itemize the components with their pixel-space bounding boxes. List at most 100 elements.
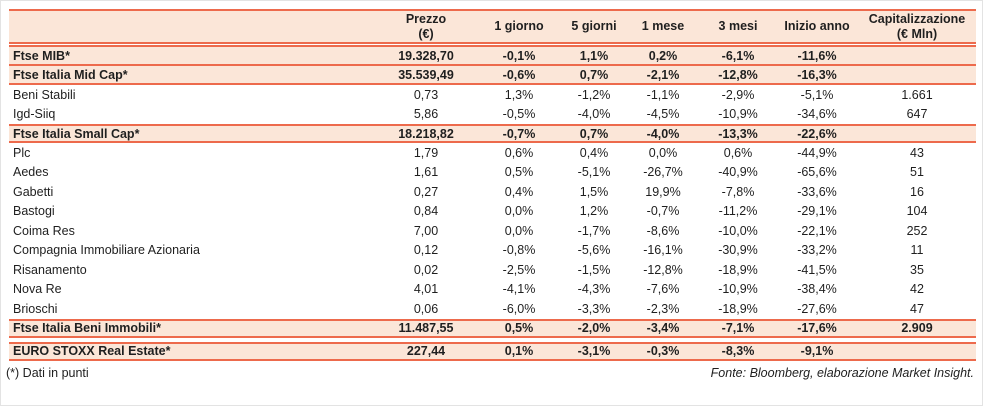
row-value: 7,00 [413,223,439,238]
row-value: -11,6% [797,48,837,63]
row-name: Brioschi [13,301,58,316]
row-value: -7,6% [646,282,680,297]
row-value: 18.218,82 [398,126,454,141]
row-value: 4,01 [413,282,439,297]
row-value: 0,2% [648,48,678,63]
row-value: -4,0% [646,126,680,141]
table-body: Ftse MIB* 19.328,70 -0,1% 1,1% 0,2% -6,1% -11,… [9,47,976,361]
row-value: -2,0% [577,321,611,335]
header-divider [9,44,976,47]
row-value: -34,6% [797,107,837,122]
row-value: -4,1% [502,282,536,297]
row-value: 0,6% [504,145,534,160]
row-name: EURO STOXX Real Estate* [13,344,171,358]
row-value: 0,7% [579,67,609,82]
footnote: (*) Dati in punti [6,365,89,380]
row-value: 16 [910,184,924,199]
header-row: Prezzo (€) 1 giorno 5 giorni 1 mese 3 mesi Ini… [9,9,976,44]
row-name: Ftse Italia Small Cap* [13,126,140,141]
header-cell: 1 giorno [494,19,544,34]
row-value: 19,9% [645,184,681,199]
row-value: -22,6% [797,126,837,141]
row-value: 1,5% [579,184,609,199]
header-cell: Prezzo (€) [405,12,447,41]
row-value: -26,7% [643,165,683,180]
row-value: 0,0% [504,223,534,238]
row-value: 51 [910,165,924,180]
row-value: -1,2% [577,87,611,102]
header-cell: 5 giorni [571,19,617,34]
row-value: 0,0% [648,145,678,160]
row-value: 0,1% [504,344,534,358]
row-value: -0,6% [502,67,536,82]
row-value: -16,3% [797,67,837,82]
table-row: Nova Re 4,01 -4,1% -4,3% -7,6% -10,9% -38,4% 42 [9,279,976,299]
row-value: -11,2% [718,204,758,219]
row-value: -22,1% [797,223,837,238]
header-cell: Capitalizzazione (€ Mln) [868,12,966,41]
table-row: Brioschi 0,06 -6,0% -3,3% -2,3% -18,9% -27,6% 4… [9,299,976,319]
table-row: Aedes 1,61 0,5% -5,1% -26,7% -40,9% -65,6% 51 [9,162,976,182]
row-value: -2,3% [646,301,680,316]
row-spacer [9,337,976,342]
row-value: -29,1% [797,204,837,219]
header-cell: 3 mesi [718,19,758,34]
row-name: Beni Stabili [13,87,76,102]
row-value: 252 [906,223,928,238]
row-value: -5,1% [577,165,611,180]
row-value: -3,4% [646,321,680,335]
row-value: 227,44 [406,344,446,358]
row-name: Gabetti [13,184,54,199]
row-value: -41,5% [797,262,837,277]
row-value: 11 [910,243,924,258]
row-value: -10,9% [718,282,758,297]
row-value: 0,0% [504,204,534,219]
row-value: 0,4% [579,145,609,160]
row-value: -12,8% [718,67,758,82]
row-name: Bastogi [13,204,55,219]
row-value: -1,7% [577,223,611,238]
row-value: 1,79 [413,145,439,160]
row-value: -9,1% [800,344,834,358]
row-value: 1,2% [579,204,609,219]
row-value: -8,6% [646,223,680,238]
source-note: Fonte: Bloomberg, elaborazione Market In… [710,365,974,380]
table-row: Gabetti 0,27 0,4% 1,5% 19,9% -7,8% -33,6% 16 [9,182,976,202]
row-value: -0,1% [502,48,536,63]
row-value: 1,3% [504,87,534,102]
table-row: EURO STOXX Real Estate* 227,44 0,1% -3,1% -0… [9,341,976,361]
table-row: Risanamento 0,02 -2,5% -1,5% -12,8% -18,9% -41… [9,260,976,280]
row-value: 47 [910,301,924,316]
row-value: -0,5% [502,107,536,122]
row-value: -0,7% [502,126,536,141]
header-cell: Inizio anno [784,19,850,34]
row-value: 11.487,55 [398,321,454,335]
row-value: -13,3% [718,126,758,141]
row-value: 0,27 [413,184,439,199]
row-value: 0,02 [413,262,439,277]
row-value: -0,7% [646,204,680,219]
row-name: Igd-Siiq [13,107,56,122]
row-value: 0,73 [413,87,439,102]
row-value: -3,1% [577,344,611,358]
row-value: 1,1% [579,48,609,63]
row-value: -12,8% [643,262,683,277]
row-value: 0,06 [413,301,439,316]
row-value: 0,4% [504,184,534,199]
row-value: -65,6% [797,165,837,180]
row-value: 0,7% [579,126,609,141]
row-value: -33,2% [797,243,837,258]
row-value: -10,0% [718,223,758,238]
header-cell-name [9,11,376,42]
row-value: -44,9% [797,145,837,160]
table-row: Igd-Siiq 5,86 -0,5% -4,0% -4,5% -10,9% -34,6% 6… [9,104,976,124]
row-name: Compagnia Immobiliare Azionaria [13,243,200,258]
row-value: 35 [910,262,924,277]
price-performance-table: Prezzo (€) 1 giorno 5 giorni 1 mese 3 mesi Ini… [9,9,976,361]
row-name: Nova Re [13,282,62,297]
table-row: Plc 1,79 0,6% 0,4% 0,0% 0,6% -44,9% 43 [9,143,976,163]
row-value: -40,9% [718,165,758,180]
row-value: -33,6% [797,184,837,199]
row-value: -2,9% [721,87,755,102]
row-value: -6,1% [721,48,755,63]
